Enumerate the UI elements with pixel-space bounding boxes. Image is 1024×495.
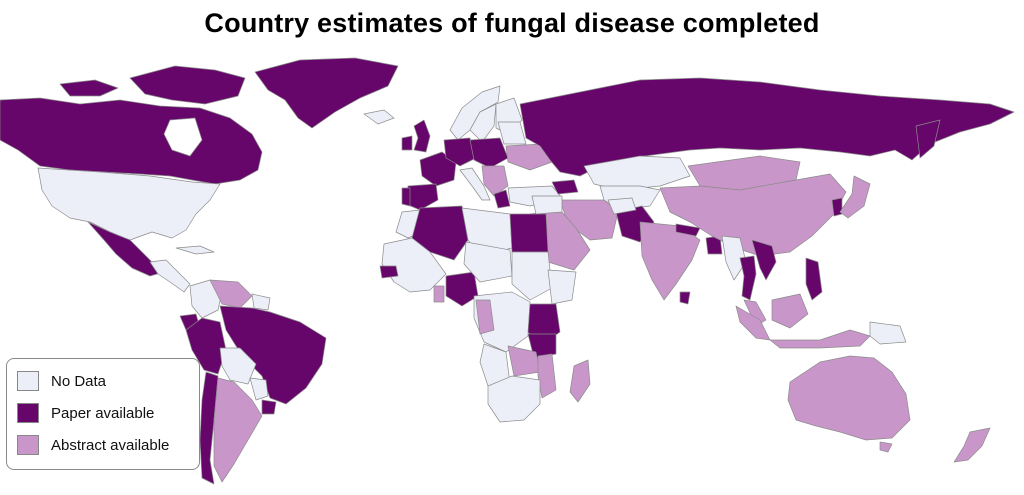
- guyana-suriname: [251, 293, 271, 311]
- abstract-swatch-icon: [17, 435, 39, 455]
- legend: No Data Paper available Abstract availab…: [6, 358, 200, 470]
- papua: [869, 321, 907, 345]
- ukraine: [505, 143, 553, 171]
- uruguay: [261, 399, 277, 415]
- germany-benelux: [443, 137, 477, 167]
- spain: [405, 183, 439, 211]
- united-kingdom: [413, 119, 431, 153]
- canada-arctic-island-small: [59, 79, 119, 97]
- legend-label-no-data: No Data: [51, 372, 107, 390]
- kamchatka: [915, 119, 941, 159]
- sumatra: [735, 305, 771, 341]
- china: [659, 173, 847, 257]
- ghana: [433, 285, 445, 303]
- central-europe: [469, 137, 509, 169]
- sudan: [511, 251, 553, 301]
- iceland: [363, 109, 395, 125]
- paraguay: [249, 377, 269, 401]
- bolivia: [219, 347, 257, 385]
- ireland: [401, 135, 413, 151]
- japan: [839, 175, 871, 219]
- cuba: [175, 245, 215, 255]
- balkans: [481, 165, 509, 197]
- tasmania: [879, 441, 893, 453]
- sri-lanka: [679, 291, 691, 305]
- argentina: [213, 377, 263, 483]
- map-title: Country estimates of fungal disease comp…: [204, 8, 820, 38]
- chad-niger: [463, 241, 513, 283]
- baltics-belarus: [497, 121, 527, 145]
- indonesia-islands: [769, 329, 871, 349]
- no-data-swatch-icon: [17, 371, 39, 391]
- new-zealand: [953, 427, 991, 463]
- italy: [459, 167, 491, 201]
- ethiopia: [547, 269, 577, 305]
- thailand: [739, 255, 757, 301]
- senegal: [379, 265, 399, 279]
- madagascar: [569, 359, 591, 403]
- mozambique: [537, 353, 557, 399]
- legend-item-abstract: Abstract available: [17, 433, 169, 457]
- iraq-syria: [531, 195, 563, 215]
- legend-item-paper: Paper available: [17, 401, 154, 425]
- central-america: [149, 259, 191, 293]
- kazakhstan: [583, 155, 691, 191]
- nepal: [675, 223, 701, 237]
- vietnam-laos: [751, 239, 777, 281]
- canada-arctic-islands: [129, 65, 246, 105]
- legend-label-paper: Paper available: [51, 404, 155, 422]
- russia: [519, 77, 1015, 177]
- philippines: [805, 257, 823, 301]
- myanmar: [721, 235, 747, 281]
- norway: [449, 85, 501, 141]
- caucasus: [551, 179, 579, 195]
- korea: [831, 197, 843, 217]
- egypt: [509, 213, 549, 253]
- nigeria: [445, 271, 479, 307]
- greece: [493, 189, 511, 209]
- australia: [787, 355, 911, 441]
- greenland: [254, 57, 399, 129]
- hudson-bay: [163, 117, 203, 157]
- cameroon-gabon: [475, 299, 495, 335]
- southern-africa: [487, 375, 541, 423]
- borneo: [771, 293, 809, 329]
- afghanistan: [607, 197, 637, 215]
- france: [419, 151, 457, 187]
- canada: [0, 97, 263, 185]
- legend-label-abstract: Abstract available: [51, 436, 170, 454]
- united-states: [37, 167, 221, 241]
- portugal: [401, 187, 411, 207]
- paper-swatch-icon: [17, 403, 39, 423]
- legend-item-no-data: No Data: [17, 369, 106, 393]
